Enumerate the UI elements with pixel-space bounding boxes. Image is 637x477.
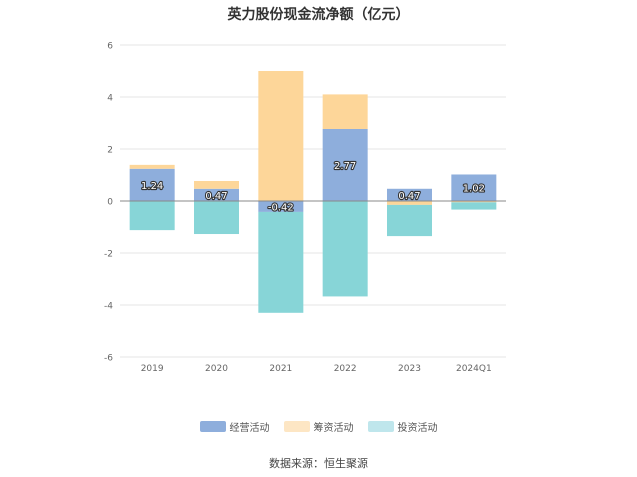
x-tick-label: 2024Q1 xyxy=(456,364,492,374)
legend-swatch-investing xyxy=(367,421,394,432)
bar-series-0[interactable] xyxy=(387,188,432,201)
legend-swatch-financing xyxy=(283,421,310,432)
data-label: 2.77 xyxy=(334,161,356,172)
data-label: -0.42 xyxy=(268,202,294,213)
y-tick-label: 6 xyxy=(107,42,113,52)
y-tick-label: 4 xyxy=(107,94,113,104)
x-tick-label: 2020 xyxy=(205,364,228,374)
data-label: 0.47 xyxy=(205,191,227,202)
bar-series-2[interactable] xyxy=(194,201,239,235)
y-tick-label: -6 xyxy=(104,354,113,364)
bar-series-2[interactable] xyxy=(322,201,368,297)
bar-series-1[interactable] xyxy=(258,71,304,201)
legend-item-financing[interactable]: 筹资活动 xyxy=(283,419,354,434)
bar-series-0[interactable] xyxy=(322,128,368,201)
y-tick-label: 0 xyxy=(107,198,113,208)
bar-series-0[interactable] xyxy=(451,174,497,201)
bar-series-2[interactable] xyxy=(129,201,175,231)
chart-title: 英力股份现金流净额（亿元） xyxy=(227,7,410,23)
x-tick-label: 2022 xyxy=(334,364,357,374)
bar-series-2[interactable] xyxy=(451,202,497,210)
legend: 经营活动 筹资活动 投资活动 xyxy=(0,419,637,434)
bar-series-1[interactable] xyxy=(387,201,432,205)
bar-series-1[interactable] xyxy=(451,201,497,203)
y-tick-label: 2 xyxy=(107,146,113,156)
legend-item-operating[interactable]: 经营活动 xyxy=(199,419,270,434)
y-axis-ticks: -6 -4 -2 0 2 4 6 xyxy=(104,42,113,364)
y-tick-label: -4 xyxy=(104,302,113,312)
data-labels: 1.24 0.47 -0.42 2.77 0.47 1.02 xyxy=(140,160,486,215)
bar-series-0[interactable] xyxy=(258,201,304,212)
data-label: 1.24 xyxy=(141,181,163,192)
x-tick-label: 2019 xyxy=(141,364,164,374)
x-axis-ticks: 2019 2020 2021 2022 2023 2024Q1 xyxy=(141,364,492,374)
x-tick-label: 2023 xyxy=(398,364,421,374)
data-label: 0.47 xyxy=(398,191,420,202)
legend-swatch-operating xyxy=(199,421,226,432)
legend-item-investing[interactable]: 投资活动 xyxy=(367,419,438,434)
bar-series-1[interactable] xyxy=(194,180,239,189)
gridlines xyxy=(120,44,506,358)
bar-series-0[interactable] xyxy=(194,188,239,201)
legend-label-financing: 筹资活动 xyxy=(313,423,354,434)
bar-series-0[interactable] xyxy=(129,168,175,201)
bar-series-2[interactable] xyxy=(258,211,304,313)
data-label: 1.02 xyxy=(463,184,485,195)
legend-label-operating: 经营活动 xyxy=(229,423,270,434)
bar-series-2[interactable] xyxy=(387,204,432,237)
y-tick-label: -2 xyxy=(104,250,113,260)
data-source: 数据来源：恒生聚源 xyxy=(269,457,368,470)
bar-series-1[interactable] xyxy=(322,94,368,129)
bar-series-1[interactable] xyxy=(129,164,175,169)
bars xyxy=(129,71,497,313)
legend-label-investing: 投资活动 xyxy=(397,423,438,434)
x-tick-label: 2021 xyxy=(269,364,292,374)
